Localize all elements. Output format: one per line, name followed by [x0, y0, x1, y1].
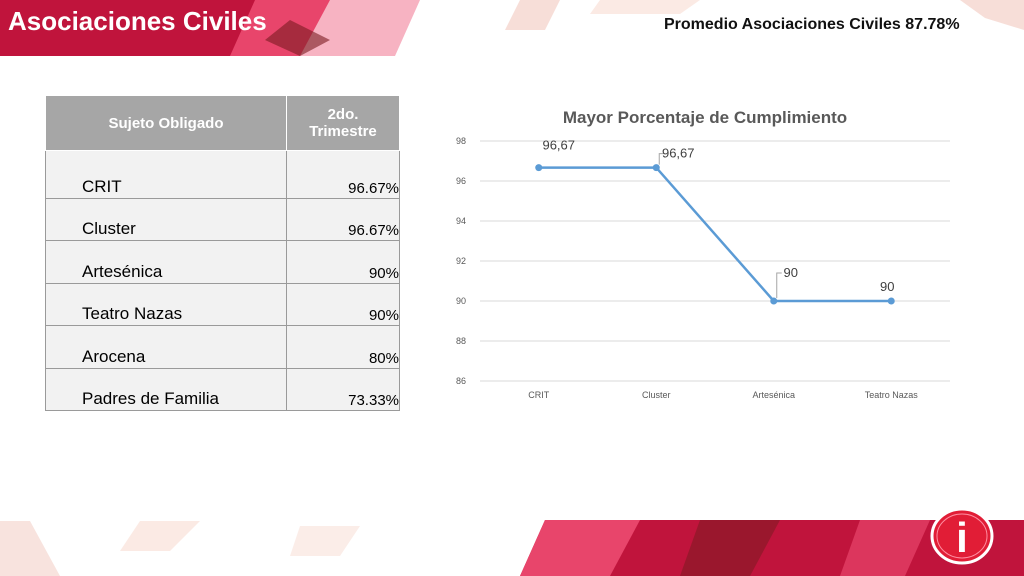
- x-tick-label: CRIT: [528, 390, 549, 400]
- row-value: 96.67%: [286, 198, 400, 241]
- chart-title: Mayor Porcentaje de Cumplimiento: [563, 108, 847, 127]
- row-name: CRIT: [45, 150, 287, 199]
- data-point: [887, 297, 895, 305]
- table-row: Artesénica 90%: [45, 240, 400, 284]
- row-name: Padres de Familia: [45, 368, 287, 411]
- x-tick-label: Artesénica: [752, 390, 795, 400]
- data-label: 96,67: [542, 138, 575, 153]
- table-header-row: Sujeto Obligado 2do. Trimestre: [45, 95, 400, 151]
- data-label: 96,67: [662, 146, 695, 161]
- row-name: Cluster: [45, 198, 287, 241]
- row-value: 80%: [286, 325, 400, 369]
- logo-letter: i: [956, 514, 968, 561]
- y-tick-label: 98: [456, 136, 466, 146]
- data-label: 90: [880, 279, 894, 294]
- y-tick-label: 96: [456, 176, 466, 186]
- row-name: Teatro Nazas: [45, 283, 287, 326]
- y-tick-label: 92: [456, 256, 466, 266]
- info-i-icon: i: [930, 507, 994, 565]
- row-value: 90%: [286, 283, 400, 326]
- table-row: Cluster 96.67%: [45, 198, 400, 241]
- header-trimestre-line1: 2do.: [327, 106, 359, 123]
- y-tick-label: 90: [456, 296, 466, 306]
- data-point: [535, 164, 543, 172]
- row-name: Arocena: [45, 325, 287, 369]
- page-subtitle: Promedio Asociaciones Civiles 87.78%: [664, 16, 960, 33]
- label-leader: [658, 153, 665, 165]
- row-name: Artesénica: [45, 240, 287, 284]
- line-chart: Mayor Porcentaje de Cumplimiento 86 88 90 9…: [456, 108, 950, 400]
- header-trimestre-line2: Trimestre: [309, 123, 377, 140]
- series-line: [538, 166, 892, 303]
- data-point: [652, 164, 660, 172]
- table-row: Arocena 80%: [45, 325, 400, 369]
- table-row: Teatro Nazas 90%: [45, 283, 400, 326]
- header-trimestre: 2do. Trimestre: [286, 95, 400, 151]
- header-banner: [0, 0, 1024, 56]
- y-tick-label: 88: [456, 336, 466, 346]
- x-tick-label: Teatro Nazas: [865, 390, 919, 400]
- footer-banner: [0, 516, 1024, 576]
- row-value: 90%: [286, 240, 400, 284]
- data-point: [770, 297, 778, 305]
- header-sujeto: Sujeto Obligado: [45, 95, 287, 151]
- row-value: 96.67%: [286, 150, 400, 199]
- row-value: 73.33%: [286, 368, 400, 411]
- y-tick-label: 86: [456, 376, 466, 386]
- page-title: Asociaciones Civiles: [8, 6, 267, 36]
- label-leader: [776, 272, 782, 298]
- data-table: Sujeto Obligado 2do. Trimestre CRIT 96.6…: [45, 95, 400, 411]
- table-row: Padres de Familia 73.33%: [45, 368, 400, 411]
- y-tick-label: 94: [456, 216, 466, 226]
- data-label: 90: [784, 265, 798, 280]
- table-row: CRIT 96.67%: [45, 150, 400, 199]
- x-tick-label: Cluster: [642, 390, 671, 400]
